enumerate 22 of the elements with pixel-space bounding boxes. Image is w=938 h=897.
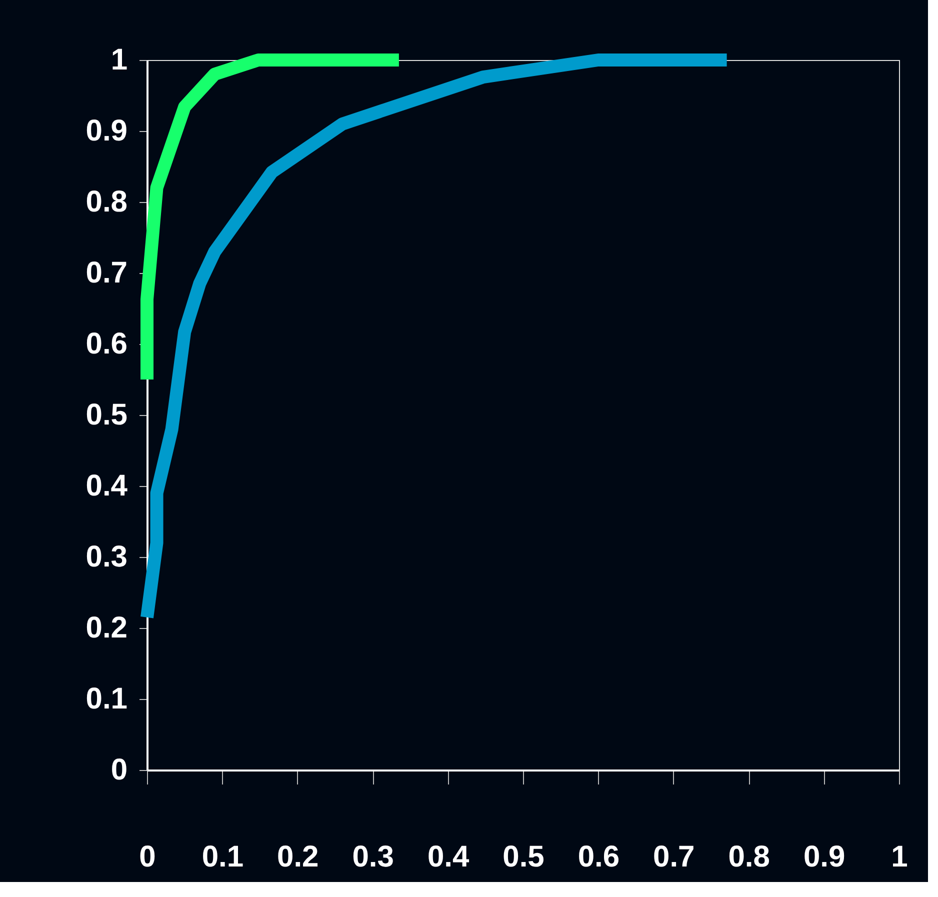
y-tick-label: 0.8	[86, 186, 128, 218]
y-tick-label: 0.6	[86, 328, 128, 360]
y-tick-label: 0	[110, 754, 128, 786]
x-tick-label: 0.3	[352, 840, 394, 874]
y-tick-label: 0.2	[86, 612, 128, 644]
y-tick-label: 0.1	[86, 682, 128, 716]
x-tick-label: 0.4	[427, 840, 470, 874]
x-tick-label: 0	[139, 840, 156, 874]
x-tick-label: 0.5	[502, 840, 544, 874]
x-tick-label: 0.6	[578, 840, 620, 874]
x-tick-label: 0.8	[728, 840, 770, 874]
x-tick-label: 1	[891, 840, 908, 874]
y-tick-label: 0.3	[86, 540, 128, 574]
y-tick-label: 0.5	[86, 398, 128, 432]
x-tick-label: 0.9	[803, 840, 846, 874]
y-tick-label: 0.4	[86, 470, 128, 502]
y-tick-label: 0.9	[86, 114, 128, 148]
y-tick-label: 1	[110, 44, 128, 76]
x-tick-label: 0.7	[653, 840, 695, 874]
x-tick-label: 0.2	[277, 840, 319, 874]
x-tick-label: 0.1	[202, 840, 244, 874]
y-tick-label: 0.7	[86, 256, 128, 290]
